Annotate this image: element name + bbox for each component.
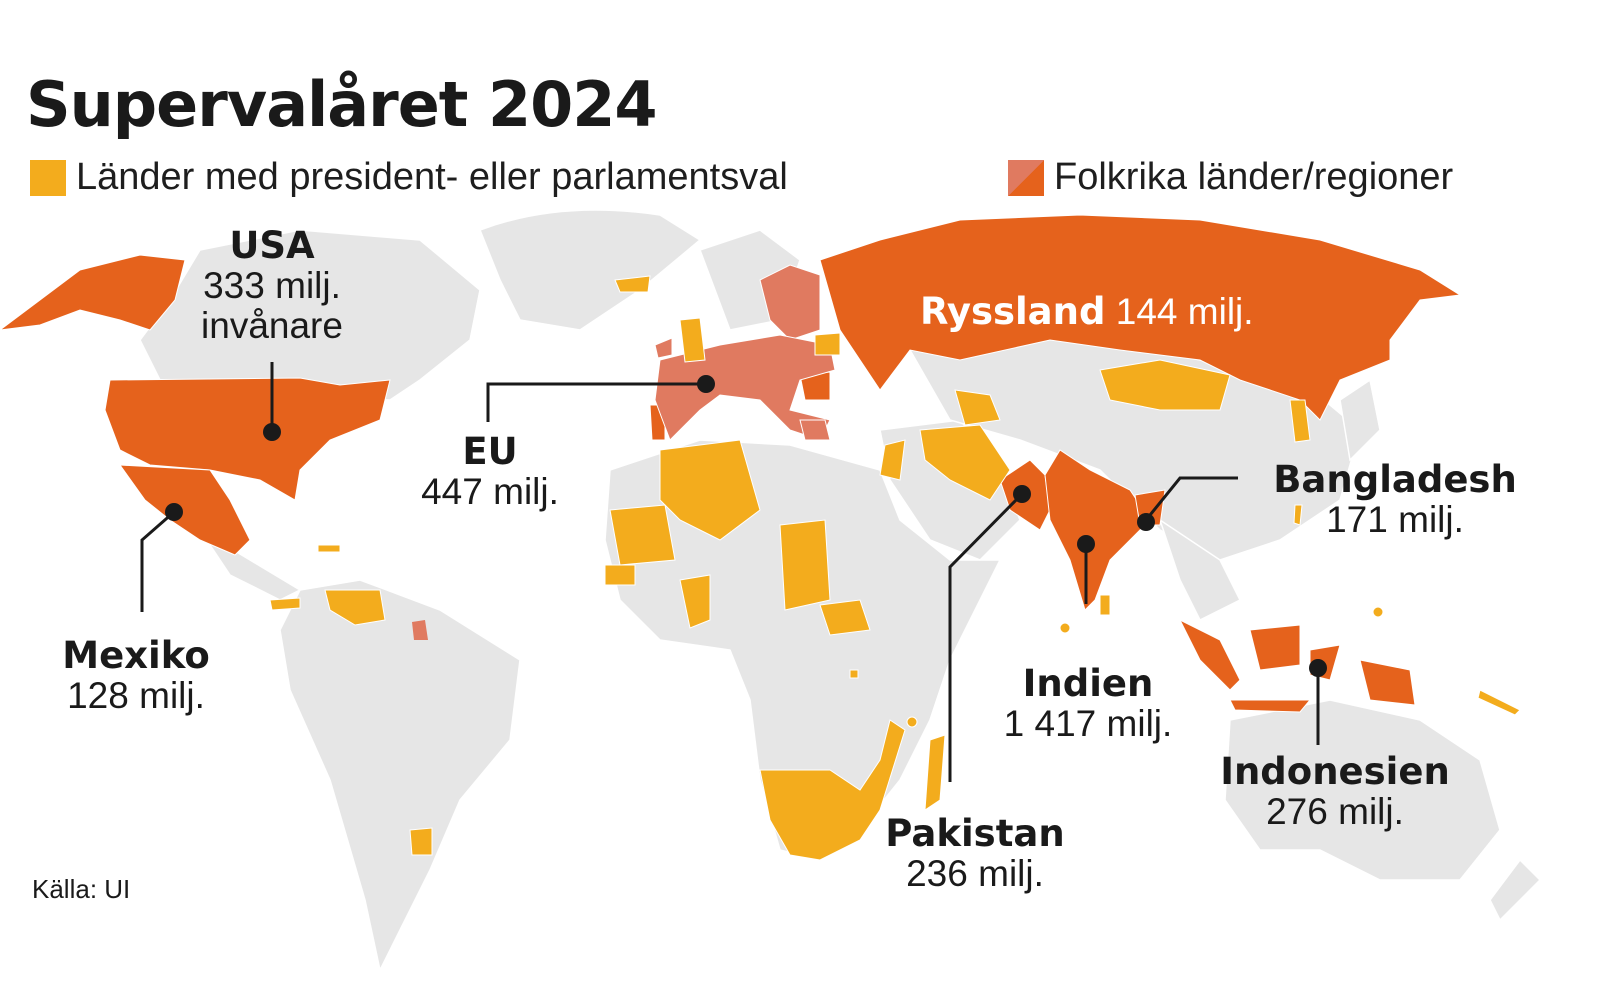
callout-mexico-name: Mexiko [62,634,210,677]
french-guiana [412,620,428,640]
mongolia [1099,359,1231,411]
legend-election: Länder med president- eller parlamentsva… [30,156,788,199]
panama [269,597,301,611]
callout-eu: EU 447 milj. [390,432,590,512]
callout-russia-value: 144 milj. [1115,291,1254,332]
mexico-dot [165,503,183,521]
callout-russia: Ryssland 144 milj. [920,290,1254,333]
leader-lines [140,362,1320,782]
syria-jordan [879,439,906,481]
india [1044,449,1151,611]
usa-dot [263,423,281,441]
callout-indonesia-value: 276 milj. [1266,790,1404,832]
callout-indonesia: Indonesien 276 milj. [1210,752,1460,832]
russia [819,214,1462,421]
southern-africa [759,719,906,861]
eu-region [654,264,836,441]
callout-pakistan-name: Pakistan [885,812,1065,855]
callout-pakistan-value: 236 milj. [906,852,1044,894]
venezuela [324,589,386,626]
location-dots [165,375,1327,677]
indonesia-dot [1309,659,1327,677]
page-title: Supervalåret 2024 [26,68,658,141]
election-countries [269,275,1521,861]
sri-lanka [1099,594,1111,616]
legend-swatch-populous [1008,159,1044,196]
rwanda [849,669,859,679]
populous-countries [0,214,1462,713]
iceland [614,275,651,293]
callout-usa-extra: invånare [201,304,343,346]
ghana-bf [679,574,711,629]
callout-india-name: Indien [1022,662,1154,705]
callout-usa-value: 333 milj. [203,264,341,306]
callout-bangladesh: Bangladesh 171 milj. [1260,460,1530,540]
timor [1477,689,1521,716]
eu-dot [697,375,715,393]
uruguay [409,827,433,856]
land-base [139,209,1542,973]
iran [919,424,1011,501]
dominican [317,544,341,553]
callout-india-value: 1 417 milj. [1003,702,1173,744]
callout-mexico-value: 128 milj. [67,674,205,716]
korea [1289,399,1311,443]
uk [679,317,706,363]
chad [779,519,831,611]
senegal [604,564,636,586]
legend-swatch-election [30,159,66,196]
india-dot [1077,535,1095,553]
callout-eu-name: EU [462,430,518,473]
callout-india: Indien 1 417 milj. [978,664,1198,744]
callout-usa-name: USA [229,224,315,267]
legend-label-populous: Folkrika länder/regioner [1054,156,1454,198]
callout-russia-name: Ryssland [920,290,1106,333]
indonesia [1178,618,1241,691]
callout-bangladesh-name: Bangladesh [1273,458,1517,501]
source-note: Källa: UI [32,874,131,904]
usa [104,377,391,501]
alaska [0,254,186,331]
taiwan [1293,504,1303,526]
callout-mexico: Mexiko 128 milj. [36,636,236,716]
legend-populous: Folkrika länder/regioner [1008,156,1453,199]
central-asia [954,389,1001,426]
callout-bangladesh-value: 171 milj. [1326,498,1464,540]
bangladesh-dot [1137,513,1155,531]
pakistan-dot [1013,485,1031,503]
belarus [814,332,841,356]
callout-usa: USA 333 milj. invånare [172,226,372,346]
mexico [118,464,251,556]
mauritania [609,504,676,566]
callout-pakistan: Pakistan 236 milj. [870,814,1080,894]
callout-indonesia-name: Indonesien [1220,750,1450,793]
callout-eu-value: 447 milj. [421,470,559,512]
madagascar [924,734,946,811]
algeria [659,439,761,541]
legend-label-election: Länder med president- eller parlamentsva… [76,156,788,198]
south-sudan [819,599,871,636]
